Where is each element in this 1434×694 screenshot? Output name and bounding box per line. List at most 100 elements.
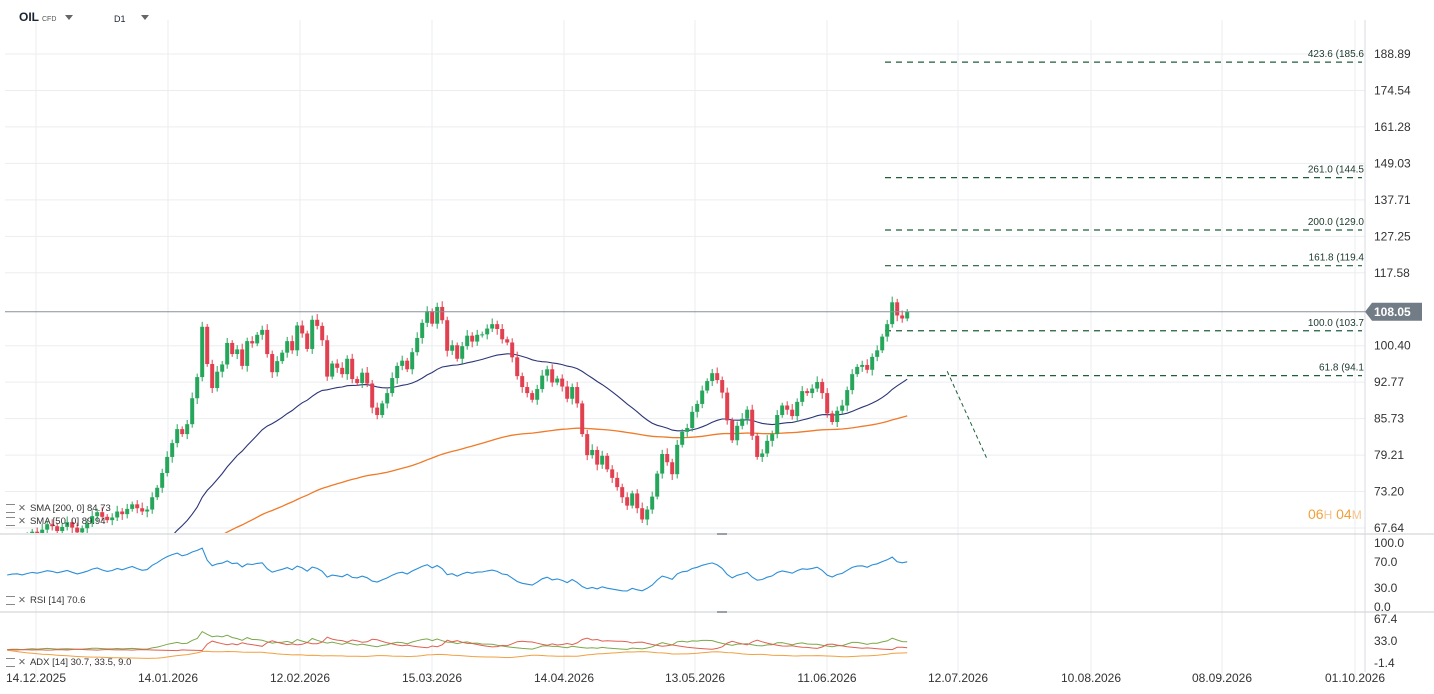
fib-label: 200.0 (129.0 [1308, 217, 1365, 228]
candle-body [800, 391, 805, 402]
candle-body [795, 401, 800, 417]
candle-body [655, 473, 660, 497]
candle-body [35, 531, 40, 533]
candle-body [535, 389, 540, 400]
candle-body [395, 365, 400, 379]
legend-menu-icon[interactable] [6, 503, 15, 513]
candle-body [100, 512, 105, 517]
candle-body [5, 545, 9, 550]
legend-menu-icon[interactable] [6, 657, 15, 667]
candle-body [130, 504, 135, 509]
candle-body [305, 333, 310, 349]
date-tick-label: 08.09.2026 [1192, 671, 1252, 685]
candle-body [95, 512, 100, 517]
date-tick-label: 14.12.2025 [6, 671, 66, 685]
candle-body [140, 508, 145, 512]
candle-body [765, 440, 770, 454]
candle-body [335, 363, 340, 368]
candle-body [135, 504, 140, 509]
legend-sma200[interactable]: ✕ SMA [200, 0] 84.73 [6, 503, 111, 514]
candle-body [315, 319, 320, 326]
legend-menu-icon[interactable] [6, 595, 15, 605]
candle-body [835, 410, 840, 423]
rsi-tick-label: 70.0 [1374, 555, 1398, 569]
candle-body [695, 403, 700, 412]
candle-body [905, 311, 910, 319]
price-tick-label: 100.40 [1374, 339, 1411, 353]
candle-body [645, 509, 650, 520]
timeframe-selector[interactable]: D1 [114, 14, 126, 24]
candle-body [185, 424, 190, 435]
candle-body [790, 409, 795, 417]
legend-adx[interactable]: ✕ ADX [14] 30.7, 33.5, 9.0 [6, 657, 131, 668]
candle-body [10, 540, 14, 545]
candle-body [290, 341, 295, 351]
candle-body [190, 398, 195, 425]
candle-body [545, 369, 550, 376]
candle-body [65, 522, 70, 527]
candle-body [365, 372, 370, 384]
candle-body [780, 405, 785, 416]
candle-body [510, 342, 515, 358]
candle-body [855, 366, 860, 375]
candle-body [890, 302, 895, 325]
close-icon[interactable]: ✕ [18, 503, 26, 514]
candle-body [625, 497, 630, 506]
candle-body [850, 374, 855, 391]
candle-body [710, 373, 715, 382]
candle-body [450, 345, 455, 351]
candle-body [380, 403, 385, 416]
close-icon[interactable]: ✕ [18, 516, 26, 527]
legend-rsi[interactable]: ✕ RSI [14] 70.6 [6, 595, 85, 606]
price-tick-label: 188.89 [1374, 47, 1411, 61]
candle-body [750, 409, 755, 436]
date-tick-label: 12.02.2026 [270, 671, 330, 685]
candle-body [775, 415, 780, 435]
candle-body [145, 509, 150, 512]
symbol-selector[interactable]: OIL CFD [19, 10, 57, 24]
candle-body [320, 325, 325, 341]
date-tick-label: 01.10.2026 [1325, 671, 1385, 685]
candle-body [270, 354, 275, 373]
close-icon[interactable]: ✕ [18, 595, 26, 606]
legend-sma50[interactable]: ✕ SMA [50, 0] 89.94 [6, 516, 106, 527]
candle-body [220, 364, 225, 372]
date-tick-label: 13.05.2026 [665, 671, 725, 685]
candle-body [280, 352, 285, 362]
candle-body [175, 429, 180, 444]
candle-body [715, 373, 720, 381]
rsi-line [7, 547, 908, 592]
candle-body [480, 334, 485, 336]
candle-body [760, 453, 765, 457]
candle-body [150, 497, 155, 510]
legend-menu-icon[interactable] [6, 516, 15, 526]
candle-body [465, 335, 470, 347]
candle-body [665, 454, 670, 463]
candle-body [165, 456, 170, 474]
price-tick-label: 117.58 [1374, 266, 1410, 280]
fib-label: 61.8 (94.1 [1319, 363, 1364, 374]
rsi-tick-label: 0.0 [1374, 600, 1391, 614]
candle-body [55, 526, 60, 532]
close-icon[interactable]: ✕ [18, 657, 26, 668]
fib-label: 423.6 (185.6 [1308, 49, 1365, 60]
sma50-line [173, 353, 908, 533]
candle-body [420, 322, 425, 338]
candle-body [180, 429, 185, 435]
candle-body [350, 358, 355, 380]
symbol-dropdown-icon[interactable] [65, 15, 73, 20]
candle-body [240, 349, 245, 366]
timeframe-dropdown-icon[interactable] [141, 15, 149, 20]
candle-body [460, 346, 465, 359]
fib-label: 161.8 (119.4 [1309, 253, 1365, 264]
candle-body [105, 516, 110, 521]
candle-body [40, 529, 45, 533]
fib-label: 261.0 (144.5 [1308, 165, 1365, 176]
candle-body [355, 379, 360, 384]
candle-body [620, 487, 625, 498]
candle-body [720, 380, 725, 393]
candle-body [400, 360, 405, 366]
date-tick-label: 15.03.2026 [402, 671, 462, 685]
candle-body [410, 352, 415, 370]
